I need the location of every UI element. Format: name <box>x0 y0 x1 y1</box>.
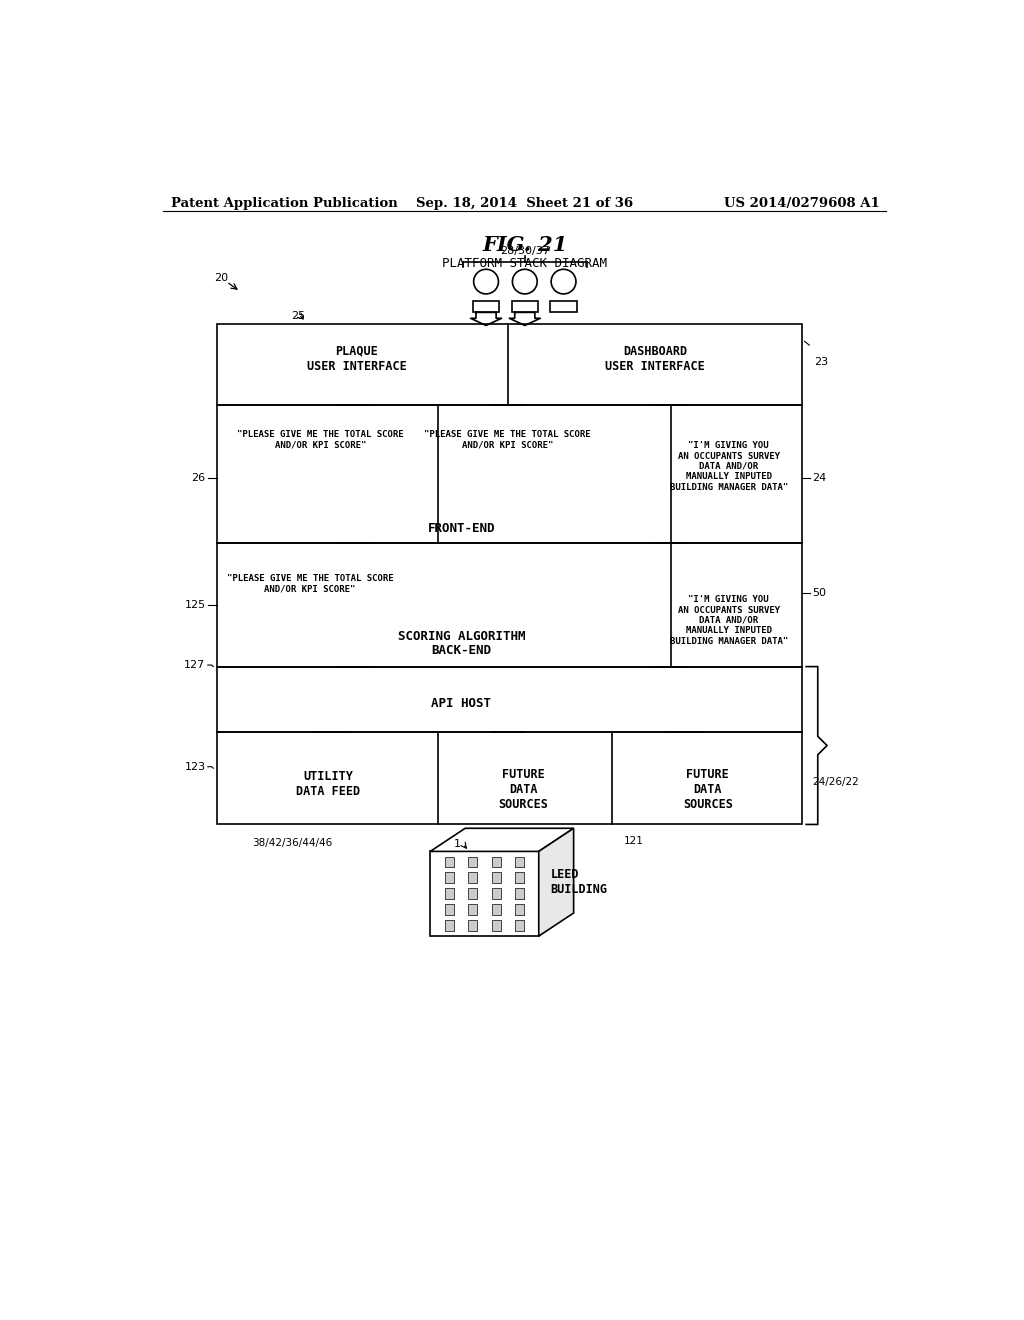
Text: PLATFORM STACK DIAGRAM: PLATFORM STACK DIAGRAM <box>442 257 607 271</box>
Bar <box>515 888 524 899</box>
Text: FUTURE
DATA
SOURCES: FUTURE DATA SOURCES <box>499 768 548 812</box>
Text: 23: 23 <box>814 358 828 367</box>
Polygon shape <box>430 829 573 851</box>
Text: Sep. 18, 2014  Sheet 21 of 36: Sep. 18, 2014 Sheet 21 of 36 <box>416 197 634 210</box>
Bar <box>444 904 454 915</box>
Bar <box>515 857 524 867</box>
Text: 24: 24 <box>812 473 826 483</box>
Bar <box>217 405 802 544</box>
Text: SCORING ALGORITHM
BACK-END: SCORING ALGORITHM BACK-END <box>397 630 525 657</box>
Text: 24/26/22: 24/26/22 <box>812 777 859 787</box>
Text: FRONT-END: FRONT-END <box>427 521 495 535</box>
Text: 127: 127 <box>184 660 206 671</box>
Bar <box>430 851 539 936</box>
Text: UTILITY
DATA FEED: UTILITY DATA FEED <box>296 770 360 797</box>
Bar <box>217 544 802 667</box>
Bar <box>217 323 802 405</box>
Text: 25: 25 <box>292 312 305 321</box>
Bar <box>468 888 477 899</box>
Text: 123: 123 <box>184 762 206 772</box>
Text: "PLEASE GIVE ME THE TOTAL SCORE
AND/OR KPI SCORE": "PLEASE GIVE ME THE TOTAL SCORE AND/OR K… <box>424 430 591 449</box>
Bar <box>492 920 501 931</box>
Bar <box>217 667 802 733</box>
Text: "I'M GIVING YOU
AN OCCUPANTS SURVEY
DATA AND/OR
MANUALLY INPUTED
BUILDING MANAGE: "I'M GIVING YOU AN OCCUPANTS SURVEY DATA… <box>670 595 787 645</box>
Bar <box>512 301 538 313</box>
Bar <box>473 301 500 313</box>
Text: LEED
BUILDING: LEED BUILDING <box>550 869 607 896</box>
Text: 125: 125 <box>184 601 206 610</box>
Text: "PLEASE GIVE ME THE TOTAL SCORE
AND/OR KPI SCORE": "PLEASE GIVE ME THE TOTAL SCORE AND/OR K… <box>237 430 403 449</box>
Text: 26: 26 <box>191 473 206 483</box>
Bar <box>468 904 477 915</box>
Bar <box>492 888 501 899</box>
Bar <box>468 920 477 931</box>
Text: Patent Application Publication: Patent Application Publication <box>171 197 397 210</box>
Bar <box>444 873 454 883</box>
Text: 38/42/36/44/46: 38/42/36/44/46 <box>252 838 332 847</box>
Bar <box>444 920 454 931</box>
Bar <box>444 888 454 899</box>
Text: FIG. 21: FIG. 21 <box>482 235 567 255</box>
Bar <box>515 904 524 915</box>
Bar <box>468 873 477 883</box>
Bar <box>492 873 501 883</box>
Text: US 2014/0279608 A1: US 2014/0279608 A1 <box>724 197 880 210</box>
Bar <box>550 301 577 313</box>
Text: API HOST: API HOST <box>431 697 492 710</box>
Text: "I'M GIVING YOU
AN OCCUPANTS SURVEY
DATA AND/OR
MANUALLY INPUTED
BUILDING MANAGE: "I'M GIVING YOU AN OCCUPANTS SURVEY DATA… <box>670 441 787 492</box>
Text: 1: 1 <box>455 838 461 849</box>
Bar <box>492 857 501 867</box>
Text: 28/30/37: 28/30/37 <box>500 246 550 256</box>
Text: DASHBOARD
USER INTERFACE: DASHBOARD USER INTERFACE <box>605 345 705 372</box>
Text: 20: 20 <box>214 273 228 282</box>
Text: 121: 121 <box>624 836 644 846</box>
Text: PLAQUE
USER INTERFACE: PLAQUE USER INTERFACE <box>307 345 407 372</box>
Bar <box>217 733 802 825</box>
Bar <box>515 920 524 931</box>
Bar <box>444 857 454 867</box>
Text: FUTURE
DATA
SOURCES: FUTURE DATA SOURCES <box>683 768 732 812</box>
Polygon shape <box>539 829 573 936</box>
Text: 50: 50 <box>812 589 826 598</box>
Bar <box>492 904 501 915</box>
Bar <box>515 873 524 883</box>
Text: "PLEASE GIVE ME THE TOTAL SCORE
AND/OR KPI SCORE": "PLEASE GIVE ME THE TOTAL SCORE AND/OR K… <box>226 574 393 593</box>
Bar <box>468 857 477 867</box>
